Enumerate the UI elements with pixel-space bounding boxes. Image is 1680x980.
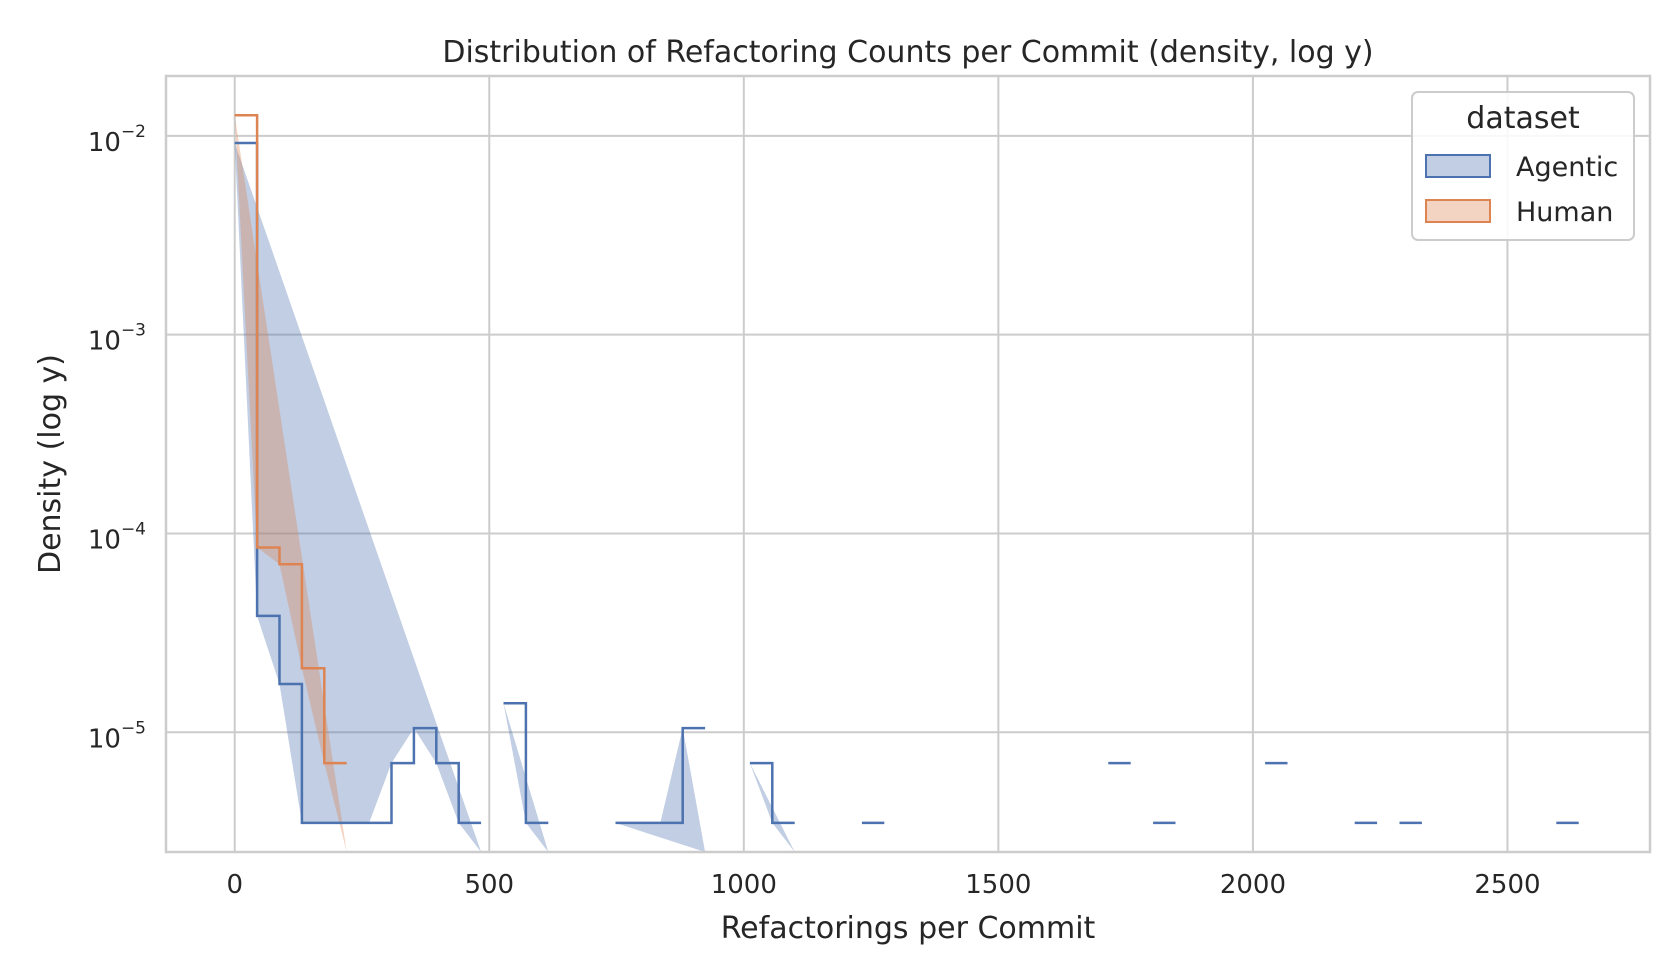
y-tick-label: 10−5: [88, 718, 146, 754]
human-step: [234, 113, 347, 765]
legend-label-human: Human: [1516, 197, 1613, 228]
x-tick-label: 0: [226, 870, 243, 900]
area-layer: [234, 115, 795, 852]
x-tick-label: 2500: [1474, 870, 1540, 900]
y-tick-label: 10−4: [88, 519, 146, 555]
step-layer: [234, 113, 1579, 825]
x-tick-label: 1000: [711, 870, 777, 900]
x-tick-label: 2000: [1220, 870, 1286, 900]
agentic-area: [503, 703, 549, 852]
agentic-step: [234, 141, 482, 825]
legend-label-agentic: Agentic: [1516, 152, 1618, 183]
plot-frame: [164, 74, 1652, 854]
legend-title: dataset: [1466, 101, 1580, 136]
y-tick-labels: 10−5 10−4 10−3 10−2: [88, 122, 146, 754]
x-tick-labels: 0 500 1000 1500 2000 2500: [226, 870, 1540, 900]
x-axis-label: Refactorings per Commit: [721, 911, 1096, 946]
y-tick-label: 10−2: [88, 122, 146, 158]
x-tick-label: 1500: [965, 870, 1031, 900]
legend-swatch-human: [1425, 199, 1491, 223]
agentic-step: [615, 726, 706, 825]
chart-title: Distribution of Refactoring Counts per C…: [442, 35, 1373, 70]
agentic-area: [749, 763, 795, 852]
agentic-step: [503, 701, 549, 825]
legend-swatch-agentic: [1425, 154, 1491, 178]
legend: dataset Agentic Human: [1411, 91, 1635, 241]
x-tick-label: 500: [464, 870, 514, 900]
agentic-area: [234, 143, 482, 852]
y-axis-label: Density (log y): [33, 354, 68, 574]
legend-box: [1411, 91, 1635, 241]
y-tick-label: 10−3: [88, 321, 146, 357]
agentic-step: [749, 761, 795, 825]
agentic-area: [615, 728, 706, 852]
